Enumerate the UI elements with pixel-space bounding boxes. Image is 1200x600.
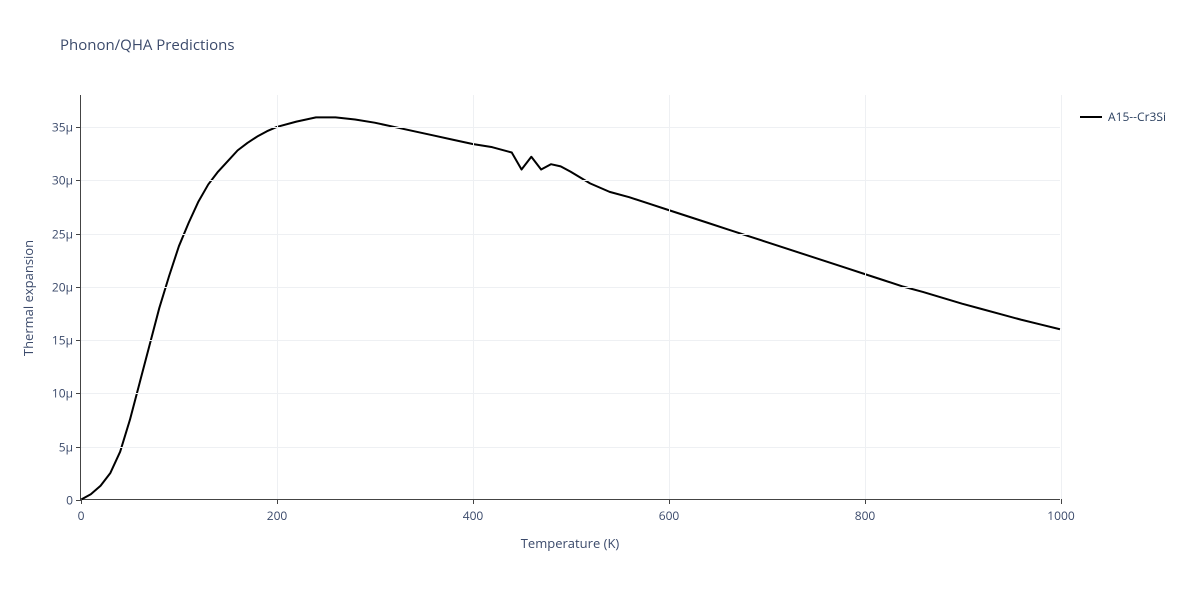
- legend[interactable]: A15--Cr3Si: [1080, 108, 1166, 125]
- y-tick-label: 10μ: [52, 385, 81, 402]
- y-tick-label: 15μ: [52, 332, 81, 349]
- legend-item[interactable]: A15--Cr3Si: [1080, 108, 1166, 125]
- grid-line-horizontal: [81, 447, 1060, 448]
- grid-line-horizontal: [81, 127, 1060, 128]
- x-tick-label: 800: [855, 499, 876, 524]
- plot-area[interactable]: 05μ10μ15μ20μ25μ30μ35μ02004006008001000: [80, 95, 1060, 500]
- grid-line-vertical: [473, 95, 474, 499]
- x-tick-label: 600: [659, 499, 680, 524]
- x-tick-label: 1000: [1047, 499, 1074, 524]
- x-tick-label: 200: [267, 499, 288, 524]
- legend-swatch: [1080, 116, 1102, 118]
- y-axis-title: Thermal expansion: [19, 239, 37, 355]
- y-tick-label: 20μ: [52, 278, 81, 295]
- chart-title: Phonon/QHA Predictions: [60, 35, 235, 55]
- grid-line-horizontal: [81, 180, 1060, 181]
- grid-line-vertical: [277, 95, 278, 499]
- grid-line-horizontal: [81, 234, 1060, 235]
- grid-line-horizontal: [81, 340, 1060, 341]
- grid-line-vertical: [865, 95, 866, 499]
- grid-line-horizontal: [81, 287, 1060, 288]
- y-tick-label: 25μ: [52, 225, 81, 242]
- x-axis-title: Temperature (K): [521, 534, 620, 552]
- grid-line-vertical: [1061, 95, 1062, 499]
- grid-line-horizontal: [81, 393, 1060, 394]
- y-tick-label: 30μ: [52, 172, 81, 189]
- y-tick-label: 35μ: [52, 118, 81, 135]
- x-tick-label: 400: [463, 499, 484, 524]
- series-layer: [81, 95, 1060, 500]
- x-tick-label: 0: [78, 499, 85, 524]
- series-line[interactable]: [81, 117, 1060, 499]
- chart-root: Phonon/QHA Predictions 05μ10μ15μ20μ25μ30…: [0, 0, 1200, 600]
- y-tick-label: 5μ: [59, 438, 81, 455]
- legend-label: A15--Cr3Si: [1108, 108, 1166, 125]
- grid-line-vertical: [669, 95, 670, 499]
